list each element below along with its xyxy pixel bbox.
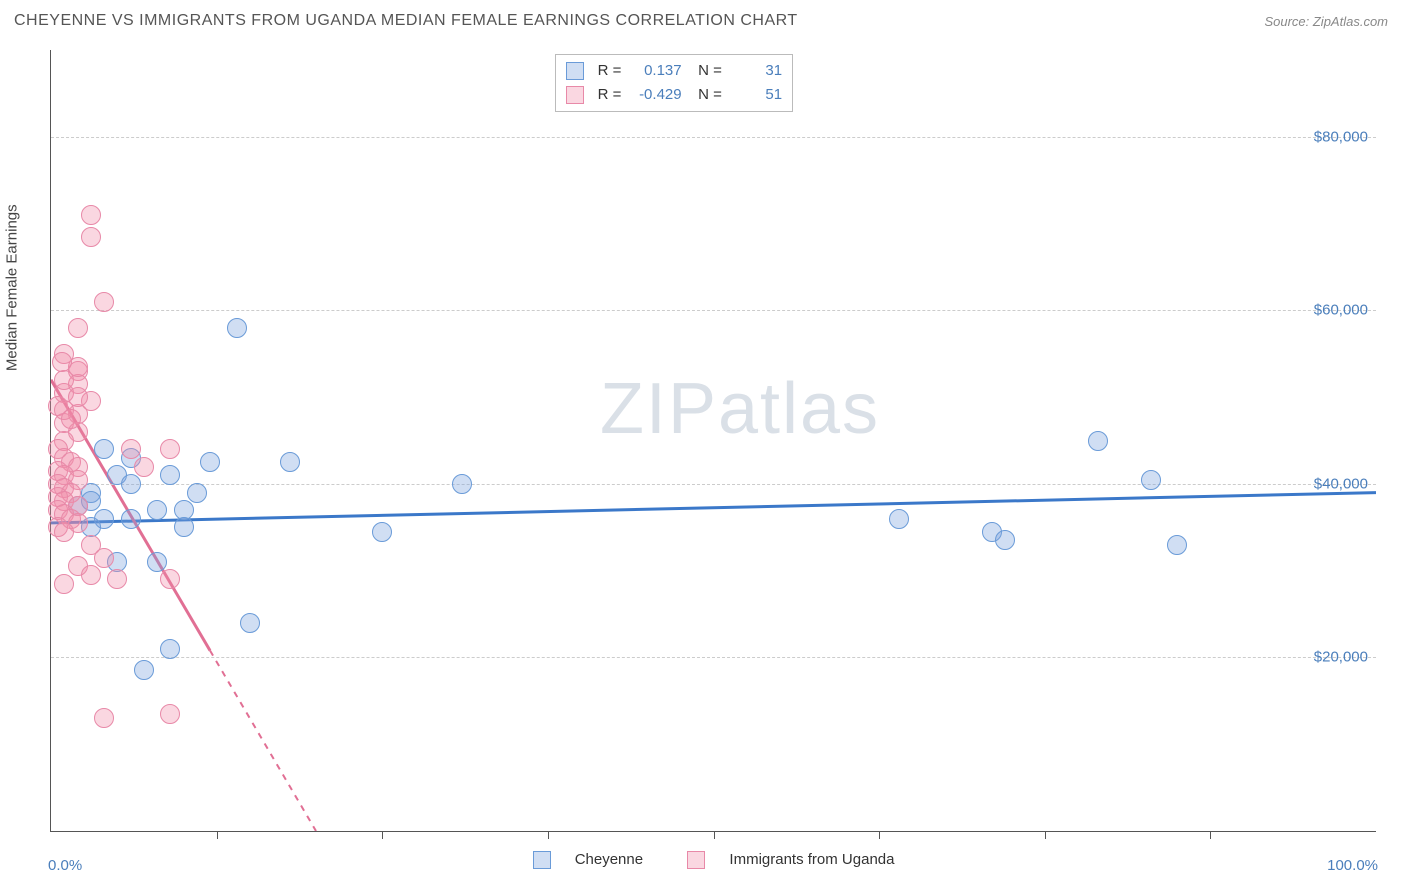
x-tick: [548, 831, 549, 839]
n-value-cheyenne: 31: [730, 59, 782, 83]
cheyenne-marker-icon: [533, 851, 551, 869]
data-point: [174, 517, 194, 537]
x-tick: [1045, 831, 1046, 839]
watermark-text: ZIPatlas: [600, 368, 880, 450]
gridline: [51, 310, 1376, 311]
data-point: [452, 474, 472, 494]
data-point: [160, 439, 180, 459]
x-tick: [1210, 831, 1211, 839]
data-point: [200, 452, 220, 472]
legend-label: Immigrants from Uganda: [729, 851, 894, 868]
stats-row-uganda: R = -0.429 N = 51: [566, 83, 783, 107]
legend-item-uganda: Immigrants from Uganda: [677, 851, 904, 868]
correlation-chart: CHEYENNE VS IMMIGRANTS FROM UGANDA MEDIA…: [0, 0, 1406, 892]
legend-label: Cheyenne: [575, 851, 643, 868]
data-point: [81, 205, 101, 225]
cheyenne-marker-icon: [566, 62, 584, 80]
data-point: [68, 318, 88, 338]
source-attribution: Source: ZipAtlas.com: [1264, 14, 1388, 29]
y-tick-label: $80,000: [1314, 128, 1368, 145]
data-point: [1141, 470, 1161, 490]
data-point: [1167, 535, 1187, 555]
data-point: [81, 227, 101, 247]
data-point: [160, 465, 180, 485]
stats-legend-box: R = 0.137 N = 31 R = -0.429 N = 51: [555, 54, 794, 112]
x-tick: [879, 831, 880, 839]
data-point: [227, 318, 247, 338]
y-tick-label: $40,000: [1314, 475, 1368, 492]
data-point: [107, 569, 127, 589]
x-tick: [714, 831, 715, 839]
gridline: [51, 657, 1376, 658]
chart-title: CHEYENNE VS IMMIGRANTS FROM UGANDA MEDIA…: [14, 12, 798, 30]
n-value-uganda: 51: [730, 83, 782, 107]
data-point: [94, 548, 114, 568]
plot-area: ZIPatlas R = 0.137 N = 31 R = -0.429 N =…: [50, 50, 1376, 832]
data-point: [147, 552, 167, 572]
r-value-uganda: -0.429: [630, 83, 682, 107]
data-point: [54, 574, 74, 594]
data-point: [94, 292, 114, 312]
r-label: R =: [598, 83, 622, 107]
data-point: [134, 660, 154, 680]
r-value-cheyenne: 0.137: [630, 59, 682, 83]
data-point: [94, 439, 114, 459]
x-tick: [217, 831, 218, 839]
y-tick-label: $60,000: [1314, 302, 1368, 319]
data-point: [121, 509, 141, 529]
x-tick: [382, 831, 383, 839]
data-point: [240, 613, 260, 633]
data-point: [61, 409, 81, 429]
data-point: [52, 352, 72, 372]
data-point: [81, 565, 101, 585]
uganda-marker-icon: [566, 86, 584, 104]
gridline: [51, 137, 1376, 138]
gridline: [51, 484, 1376, 485]
x-axis-min-label: 0.0%: [48, 857, 82, 874]
data-point: [1088, 431, 1108, 451]
data-point: [94, 708, 114, 728]
n-label: N =: [690, 59, 722, 83]
data-point: [54, 370, 74, 390]
data-point: [160, 704, 180, 724]
data-point: [121, 474, 141, 494]
data-point: [121, 439, 141, 459]
legend-item-cheyenne: Cheyenne: [523, 851, 658, 868]
x-axis-max-label: 100.0%: [1327, 857, 1378, 874]
data-point: [995, 530, 1015, 550]
data-point: [160, 639, 180, 659]
data-point: [160, 569, 180, 589]
r-label: R =: [598, 59, 622, 83]
data-point: [54, 522, 74, 542]
regression-lines: [51, 50, 1376, 831]
n-label: N =: [690, 83, 722, 107]
uganda-marker-icon: [687, 851, 705, 869]
y-tick-label: $20,000: [1314, 649, 1368, 666]
data-point: [372, 522, 392, 542]
data-point: [280, 452, 300, 472]
data-point: [134, 457, 154, 477]
data-point: [187, 483, 207, 503]
stats-row-cheyenne: R = 0.137 N = 31: [566, 59, 783, 83]
data-point: [147, 500, 167, 520]
bottom-legend: Cheyenne Immigrants from Uganda: [51, 851, 1376, 869]
y-axis-label: Median Female Earnings: [4, 204, 21, 371]
data-point: [889, 509, 909, 529]
